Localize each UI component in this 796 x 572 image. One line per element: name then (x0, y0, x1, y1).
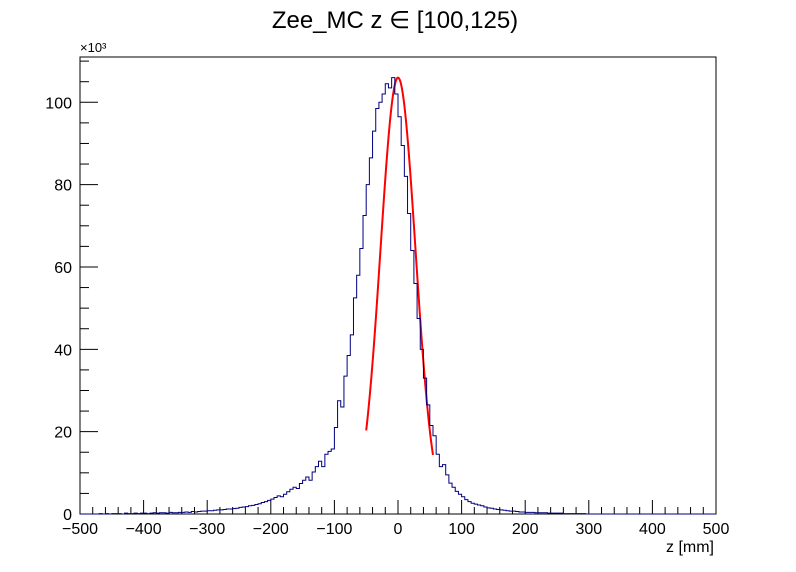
y-tick-label: 20 (54, 425, 72, 442)
plot-frame (79, 56, 717, 515)
chart-title: Zee_MC z ∈ [100,125) (272, 7, 518, 34)
x-axis-label: z [mm] (666, 539, 714, 556)
y-tick-label: 0 (63, 507, 72, 524)
x-tick-label: −500 (62, 521, 98, 538)
x-tick-label: −100 (316, 521, 352, 538)
x-tick-label: 100 (448, 521, 475, 538)
x-tick-label: −400 (126, 521, 162, 538)
y-axis-tick-labels: 0 20 40 60 80 100 (45, 95, 72, 524)
x-axis-tick-labels: −500 −400 −300 −200 −100 0 100 200 300 400 500 (62, 521, 729, 538)
x-tick-label: 200 (512, 521, 539, 538)
x-axis-ticks (79, 500, 717, 514)
y-axis-multiplier: ×10³ (80, 40, 107, 55)
y-tick-label: 40 (54, 342, 72, 359)
x-tick-label: 500 (703, 521, 730, 538)
x-tick-label: −300 (189, 521, 225, 538)
fit-curve (365, 76, 434, 456)
x-tick-label: −200 (253, 521, 289, 538)
x-tick-label: 400 (639, 521, 666, 538)
x-tick-label: 300 (575, 521, 602, 538)
y-tick-label: 80 (54, 178, 72, 195)
gaussian-fit-curve (365, 76, 434, 456)
y-tick-label: 60 (54, 260, 72, 277)
y-tick-label: 100 (45, 95, 72, 112)
x-tick-label: 0 (394, 521, 403, 538)
y-axis-ticks (80, 60, 98, 515)
histogram-step-line (80, 77, 716, 515)
histogram-series (80, 77, 716, 515)
